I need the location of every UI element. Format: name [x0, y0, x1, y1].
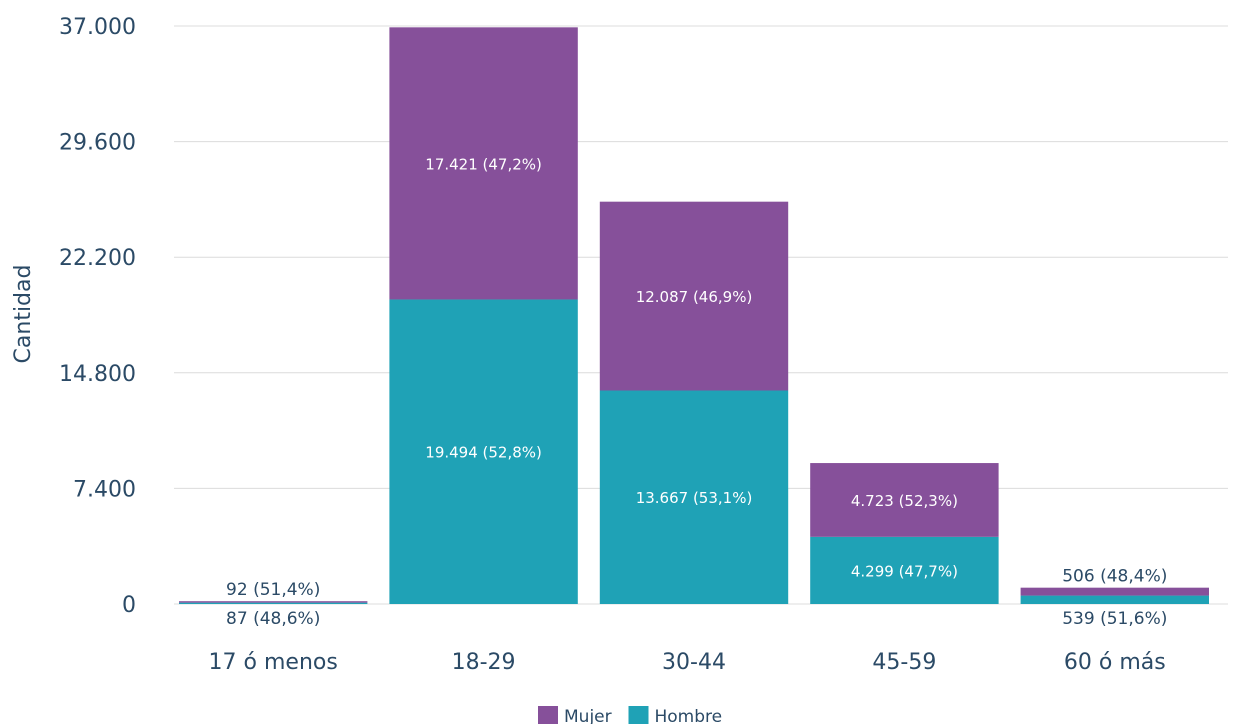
x-tick-label: 18-29 [452, 650, 516, 675]
x-tick-label: 45-59 [872, 650, 936, 675]
bar-mujer [179, 601, 368, 603]
legend-swatch [628, 706, 649, 724]
legend-label: Hombre [655, 707, 723, 724]
x-tick-label: 17 ó menos [209, 650, 338, 675]
y-axis-ticks: 0 7.400 14.800 22.200 29.600 37.000 [59, 15, 136, 618]
bar-mujer [599, 201, 789, 391]
data-label-mujer: 92 (51,4%) [226, 580, 320, 600]
bar-hombre [1020, 595, 1209, 604]
data-label-mujer: 4.723 (52,3%) [851, 492, 958, 510]
y-tick-label: 37.000 [59, 15, 136, 40]
data-label-mujer: 12.087 (46,9%) [636, 288, 753, 306]
bars [179, 27, 1209, 604]
data-label-hombre: 19.494 (52,8%) [425, 444, 542, 462]
x-tick-label: 60 ó más [1064, 650, 1166, 675]
bar-hombre [810, 536, 999, 604]
bar-hombre [389, 299, 578, 604]
data-label-hombre: 4.299 (47,7%) [851, 562, 958, 580]
legend-label: Mujer [564, 707, 612, 724]
y-tick-label: 22.200 [59, 246, 136, 271]
y-tick-label: 29.600 [59, 131, 136, 156]
bar-mujer [389, 27, 578, 300]
legend-swatch [538, 706, 558, 724]
y-tick-label: 14.800 [59, 362, 136, 387]
data-labels: 92 (51,4%) 87 (48,6%) 19.494 (52,8%) 17.421… [226, 155, 1167, 629]
legend: Mujer Hombre [538, 706, 722, 724]
data-label-hombre: 87 (48,6%) [226, 609, 320, 629]
data-label-mujer: 506 (48,4%) [1062, 567, 1167, 587]
x-axis-ticks: 17 ó menos 18-29 30-44 45-59 60 ó más [209, 650, 1166, 675]
y-tick-label: 0 [122, 593, 136, 618]
bar-hombre [599, 390, 789, 604]
data-label-hombre: 13.667 (53,1%) [636, 489, 753, 507]
data-label-mujer: 17.421 (47,2%) [425, 155, 542, 173]
y-axis-label: Cantidad [11, 265, 36, 364]
data-label-hombre: 539 (51,6%) [1062, 609, 1167, 629]
bar-mujer [810, 463, 999, 537]
x-tick-label: 30-44 [662, 650, 726, 675]
bar-hombre [179, 602, 368, 604]
bar-mujer [1020, 587, 1209, 596]
y-tick-label: 7.400 [73, 477, 136, 502]
